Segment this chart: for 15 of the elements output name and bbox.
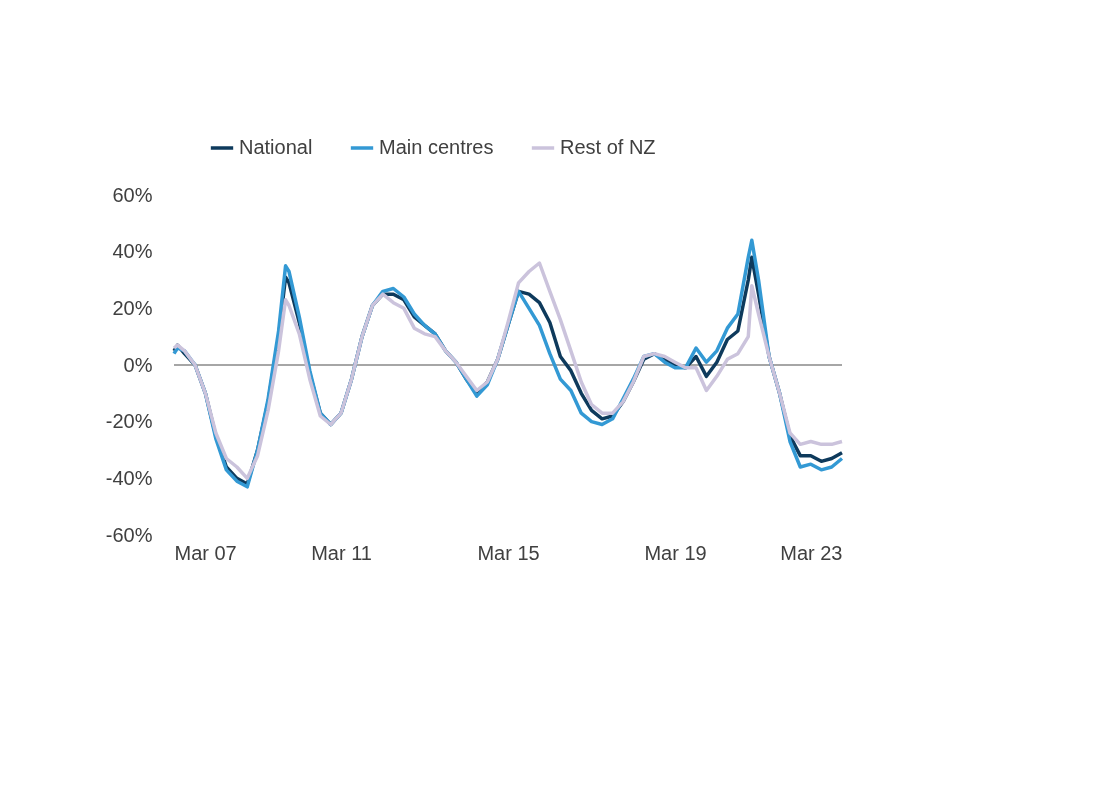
x-tick-label: Mar 15 [477, 541, 540, 564]
x-tick-label: Mar 19 [644, 541, 707, 564]
y-tick-label: -20% [105, 410, 153, 433]
x-tick-label: Mar 07 [174, 541, 237, 564]
x-tick-label: Mar 23 [780, 541, 843, 564]
y-tick-label: 0% [123, 353, 153, 376]
legend-label: Main centres [379, 136, 494, 158]
x-tick-label: Mar 11 [311, 541, 372, 564]
y-tick-label: 20% [112, 296, 153, 319]
legend-label: Rest of NZ [560, 136, 656, 158]
legend-label: National [239, 136, 313, 158]
y-tick-label: 40% [112, 240, 153, 263]
y-tick-label: 60% [112, 183, 153, 206]
y-tick-label: -60% [105, 523, 153, 546]
y-tick-label: -40% [105, 466, 153, 489]
